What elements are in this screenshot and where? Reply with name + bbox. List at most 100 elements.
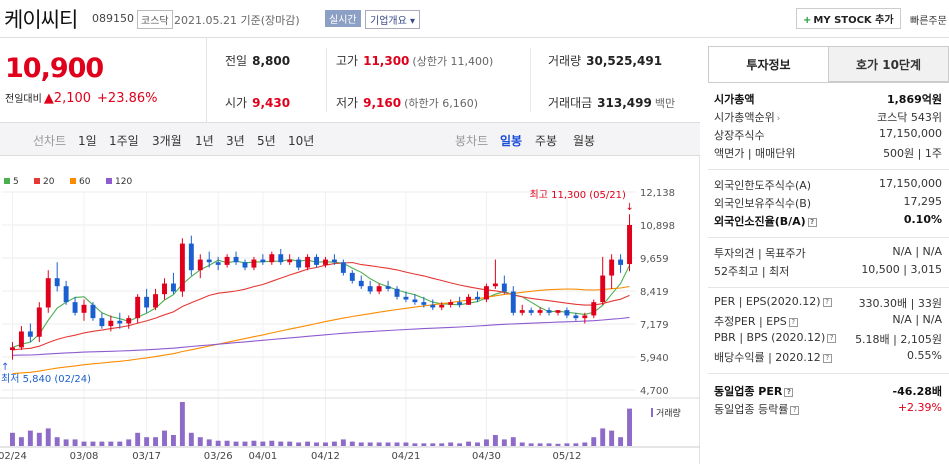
volume-bar bbox=[492, 435, 498, 446]
volume-bar bbox=[144, 437, 150, 446]
legend-label: 120 bbox=[115, 177, 132, 187]
candle bbox=[412, 299, 418, 303]
volume-bar bbox=[385, 442, 391, 446]
candle bbox=[627, 224, 632, 265]
candle bbox=[448, 302, 454, 305]
volume-bar bbox=[278, 441, 284, 446]
x-tick-label: 05/12 bbox=[553, 451, 582, 462]
candle bbox=[367, 286, 373, 292]
volume-bar bbox=[99, 441, 105, 446]
volume-bar bbox=[421, 443, 427, 446]
company-info-dropdown[interactable]: 기업개요 ▾ bbox=[365, 10, 421, 29]
range-1y[interactable]: 1년 bbox=[195, 134, 214, 148]
volume-bar bbox=[376, 442, 382, 446]
candle bbox=[564, 310, 570, 316]
volume-bar bbox=[54, 437, 60, 446]
candle-daily[interactable]: 일봉 bbox=[500, 134, 523, 148]
chevron-right-icon: › bbox=[776, 114, 781, 124]
volume-bar bbox=[251, 440, 257, 446]
info-row: PER | EPS(2020.12)? 330.30배 | 33원 bbox=[714, 295, 949, 313]
side-panel: 투자정보 호가 10단계 시가총액 1,869억원 시가총액순위 › 코스닥 543위 상… bbox=[708, 46, 949, 464]
legend-label: 60 bbox=[79, 177, 91, 187]
divider bbox=[708, 237, 949, 238]
help-icon[interactable]: ? bbox=[807, 218, 817, 227]
candle bbox=[573, 315, 579, 319]
candle bbox=[421, 302, 427, 305]
candle bbox=[555, 310, 561, 313]
help-icon[interactable]: ? bbox=[822, 298, 832, 307]
candle bbox=[278, 254, 284, 263]
add-mystock-button[interactable]: + MY STOCK 추가 bbox=[796, 8, 901, 29]
volume-bar bbox=[358, 442, 364, 446]
volume-bar bbox=[108, 441, 114, 446]
ma-line-120 bbox=[12, 316, 630, 356]
side-tabs: 투자정보 호가 10단계 bbox=[708, 46, 949, 82]
candle-weekly[interactable]: 주봉 bbox=[535, 134, 558, 148]
candle bbox=[591, 302, 597, 316]
candle bbox=[609, 259, 615, 276]
line-chart-label[interactable]: 선차트 bbox=[33, 134, 67, 148]
candle-monthly[interactable]: 월봉 bbox=[573, 134, 596, 148]
info-label: 추정PER | EPS? bbox=[714, 313, 798, 329]
candle-chart[interactable]: 5 20 60 120 12,138 10,898 9,659 8,419 7,179 5,940… bbox=[0, 156, 700, 464]
volume-bar bbox=[475, 442, 480, 446]
candle bbox=[81, 304, 87, 313]
candle bbox=[394, 288, 400, 297]
candle bbox=[108, 320, 114, 327]
info-value: 17,295 bbox=[903, 195, 943, 208]
help-icon[interactable]: ? bbox=[788, 318, 798, 327]
add-mystock-label: MY STOCK 추가 bbox=[813, 15, 894, 26]
info-value: +2.39% bbox=[897, 401, 942, 414]
volume-bar bbox=[135, 432, 141, 446]
help-icon[interactable]: ? bbox=[827, 334, 837, 343]
chart-svg[interactable]: 5 20 60 120 12,138 10,898 9,659 8,419 7,179 5,940… bbox=[0, 156, 700, 464]
candle bbox=[126, 318, 132, 324]
y-tick-label: 8,419 bbox=[640, 287, 669, 298]
low-annotation: 최저 5,840 (02/24) bbox=[1, 373, 91, 385]
candle-chart-label[interactable]: 봉차트 bbox=[455, 134, 489, 148]
volume-bar bbox=[10, 432, 15, 446]
candle bbox=[117, 320, 123, 324]
ma-line-20 bbox=[12, 261, 630, 351]
range-1d[interactable]: 1일 bbox=[78, 134, 97, 148]
legend-swatch bbox=[106, 178, 112, 184]
help-icon[interactable]: ? bbox=[822, 354, 832, 363]
candle bbox=[466, 296, 472, 305]
candle bbox=[519, 310, 525, 313]
help-icon[interactable]: ? bbox=[790, 406, 800, 415]
volume-bar bbox=[117, 441, 123, 446]
volume-bar bbox=[501, 439, 507, 446]
volume-bar bbox=[233, 441, 239, 446]
candle bbox=[305, 256, 311, 268]
realtime-button[interactable]: 실시간 bbox=[325, 10, 361, 27]
range-5y[interactable]: 5년 bbox=[257, 134, 276, 148]
quick-order-button[interactable]: 빠른주문 bbox=[910, 16, 947, 27]
range-10y[interactable]: 10년 bbox=[288, 134, 315, 148]
info-value: 0.55% bbox=[907, 349, 942, 362]
info-value: 330.30배 | 33원 bbox=[858, 297, 942, 310]
info-label: 동일업종 등락률? bbox=[714, 401, 800, 417]
volume-bar bbox=[439, 443, 445, 446]
range-3y[interactable]: 3년 bbox=[226, 134, 245, 148]
range-1w[interactable]: 1주일 bbox=[109, 134, 139, 148]
volume-bar bbox=[269, 440, 275, 446]
tab-invest-info[interactable]: 투자정보 bbox=[708, 46, 829, 82]
x-tick-label: 03/17 bbox=[132, 451, 161, 462]
invest-info-table: 시가총액 1,869억원 시가총액순위 › 코스닥 543위 상장주식수 17,150,00… bbox=[708, 82, 949, 416]
candle bbox=[63, 286, 69, 303]
candle bbox=[251, 259, 257, 268]
candle bbox=[224, 256, 230, 265]
volume-bar bbox=[36, 432, 42, 446]
range-3m[interactable]: 3개월 bbox=[152, 134, 182, 148]
volume-bar bbox=[367, 442, 373, 446]
volume-bar bbox=[394, 442, 400, 446]
info-value: N/A | N/A bbox=[892, 313, 942, 326]
x-tick-label: 03/26 bbox=[204, 451, 233, 462]
candle bbox=[170, 283, 176, 292]
volume-bar bbox=[627, 408, 632, 446]
help-icon[interactable]: ? bbox=[784, 388, 794, 397]
tab-orderbook[interactable]: 호가 10단계 bbox=[828, 46, 949, 82]
volume-bar bbox=[349, 441, 355, 446]
info-value: 17,150,000 bbox=[879, 127, 942, 140]
candle bbox=[430, 304, 436, 308]
